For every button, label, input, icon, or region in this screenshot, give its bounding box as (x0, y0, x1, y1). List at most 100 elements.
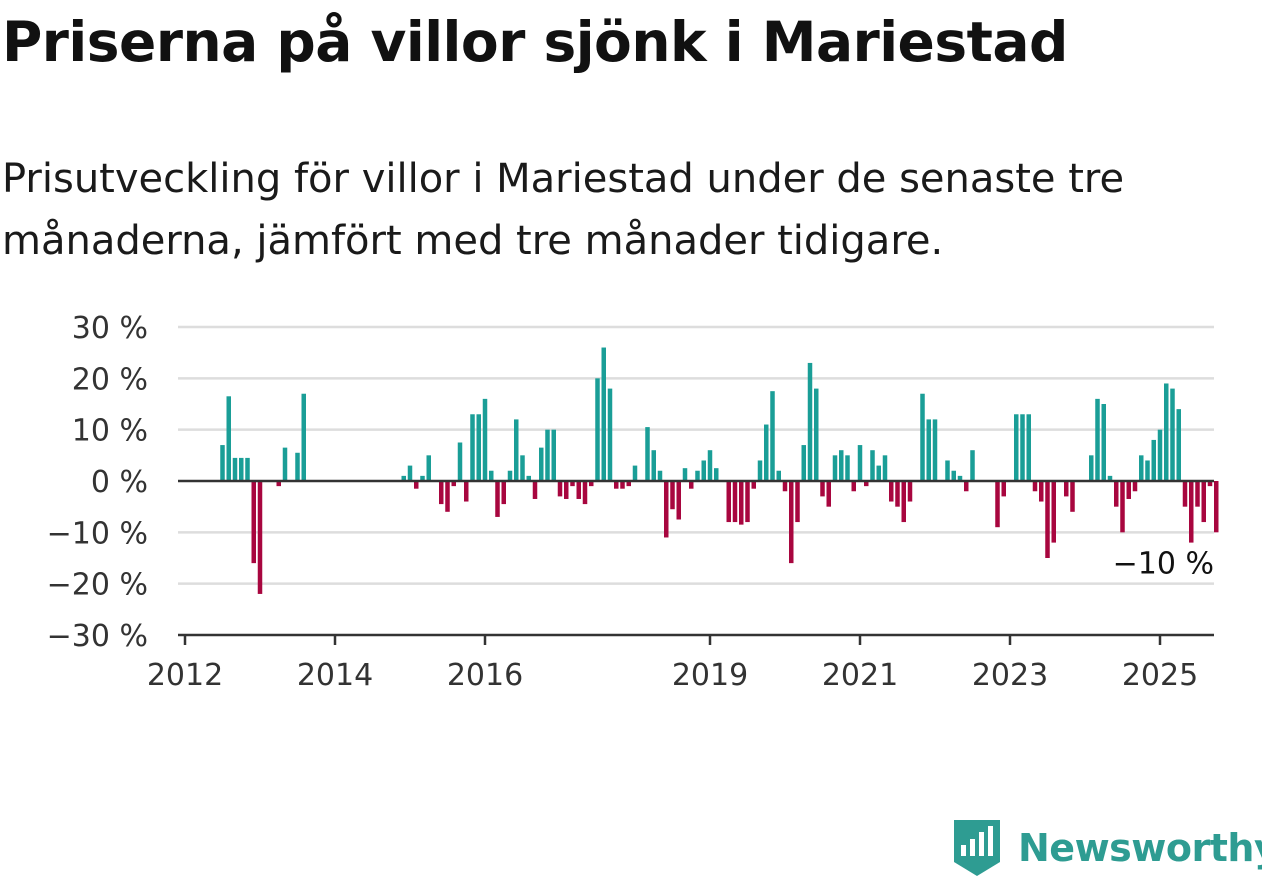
bar-negative (676, 481, 681, 520)
bar-negative (751, 481, 756, 489)
bar-negative (257, 481, 263, 594)
bar-chart: 30 % 20 % 10 % 0 % −10 % −20 % −30 % 2012 2014 20… (47, 311, 1219, 693)
bar-negative (664, 481, 669, 538)
bar-positive (770, 391, 775, 481)
x-tick-label: 2023 (972, 658, 1048, 693)
bar-negative (445, 481, 450, 512)
bar-positive (220, 445, 225, 481)
bar-negative (614, 481, 619, 489)
bar-negative (1132, 481, 1138, 492)
bar-negative (1001, 481, 1006, 497)
bar-positive (457, 442, 463, 481)
bar-positive (1151, 439, 1156, 481)
bar-positive (426, 455, 431, 481)
chart-subtitle: Prisutveckling för villor i Mariestad un… (2, 156, 1125, 264)
bar-negative (726, 481, 731, 523)
bar-positive (232, 457, 238, 481)
bar-negative (532, 481, 538, 499)
bar-positive (282, 447, 288, 481)
bar-positive (682, 468, 688, 481)
bar-negative (895, 481, 900, 507)
x-tick-label: 2012 (147, 658, 223, 693)
bar-positive (489, 470, 494, 481)
bar-negative (589, 481, 594, 487)
bar-negative (451, 481, 456, 487)
y-tick-label: 30 % (72, 311, 148, 346)
bar-positive (632, 465, 638, 481)
bar-negative (495, 481, 500, 517)
bar-positive (1170, 388, 1175, 481)
bar-negative (1032, 481, 1038, 492)
bar-negative (251, 481, 256, 564)
bar-positive (814, 388, 819, 481)
bar-positive (957, 475, 963, 481)
bar-positive (1101, 404, 1106, 481)
bar-negative (557, 481, 563, 497)
bar-positive (539, 447, 544, 481)
x-tick-label: 2016 (447, 658, 523, 693)
brand-logo: Newsworthy (950, 818, 1262, 878)
bar-positive (1095, 398, 1100, 481)
bar-negative (582, 481, 588, 505)
bar-negative (795, 481, 800, 523)
bar-negative (1207, 481, 1213, 487)
bar-positive (970, 450, 975, 481)
bar-positive (926, 419, 931, 481)
bar-positive (1089, 455, 1094, 481)
x-tick-label: 2019 (672, 658, 748, 693)
bar-positive (295, 452, 300, 481)
bar-positive (407, 465, 413, 481)
y-tick-label: −10 % (47, 516, 148, 551)
bar-negative (1051, 481, 1056, 543)
bar-negative (964, 481, 969, 492)
bar-negative (1189, 481, 1194, 543)
bar-positive (551, 429, 556, 481)
bar-positive (701, 460, 706, 481)
y-tick-label: 10 % (72, 414, 148, 449)
bar-negative (1201, 481, 1206, 523)
bar-positive (932, 419, 938, 481)
bar-negative (1114, 481, 1119, 507)
bar-positive (239, 457, 244, 481)
bar-positive (651, 450, 656, 481)
bar-positive (1014, 414, 1019, 481)
bar-positive (545, 429, 550, 481)
bar-positive (1145, 460, 1150, 481)
bar-chart-speech-bubble-icon (954, 820, 1000, 876)
y-tick-label: 0 % (91, 465, 148, 500)
bar-positive (476, 414, 481, 481)
bar-positive (832, 455, 838, 481)
bar-negative (1120, 481, 1125, 533)
bar-negative (1214, 481, 1219, 533)
bar-positive (301, 393, 306, 481)
y-tick-label: −20 % (47, 568, 148, 603)
bar-positive (1164, 383, 1169, 481)
bar-positive (1026, 414, 1031, 481)
bar-positive (945, 460, 950, 481)
bar-negative (501, 481, 506, 505)
bar-negative (1182, 481, 1188, 507)
bar-negative (739, 481, 744, 525)
x-tick-label: 2025 (1122, 658, 1198, 693)
x-tick-label: 2014 (297, 658, 373, 693)
bar-negative (1070, 481, 1075, 512)
last-value-label: −10 % (1113, 546, 1214, 581)
bar-negative (620, 481, 625, 489)
bar-positive (514, 419, 519, 481)
bar-negative (826, 481, 831, 507)
bar-positive (876, 465, 881, 481)
bar-positive (645, 427, 650, 481)
bar-negative (414, 481, 419, 489)
bar-positive (870, 450, 875, 481)
brand-name: Newsworthy (1018, 826, 1262, 870)
bar-negative (1195, 481, 1200, 507)
bar-positive (1157, 429, 1163, 481)
bar-positive (951, 470, 956, 481)
bar-positive (801, 445, 806, 481)
bar-positive (776, 470, 781, 481)
bar-negative (745, 481, 750, 523)
bar-positive (757, 460, 763, 481)
bar-positive (1020, 414, 1025, 481)
bar-negative (851, 481, 856, 492)
bar-positive (657, 470, 663, 481)
